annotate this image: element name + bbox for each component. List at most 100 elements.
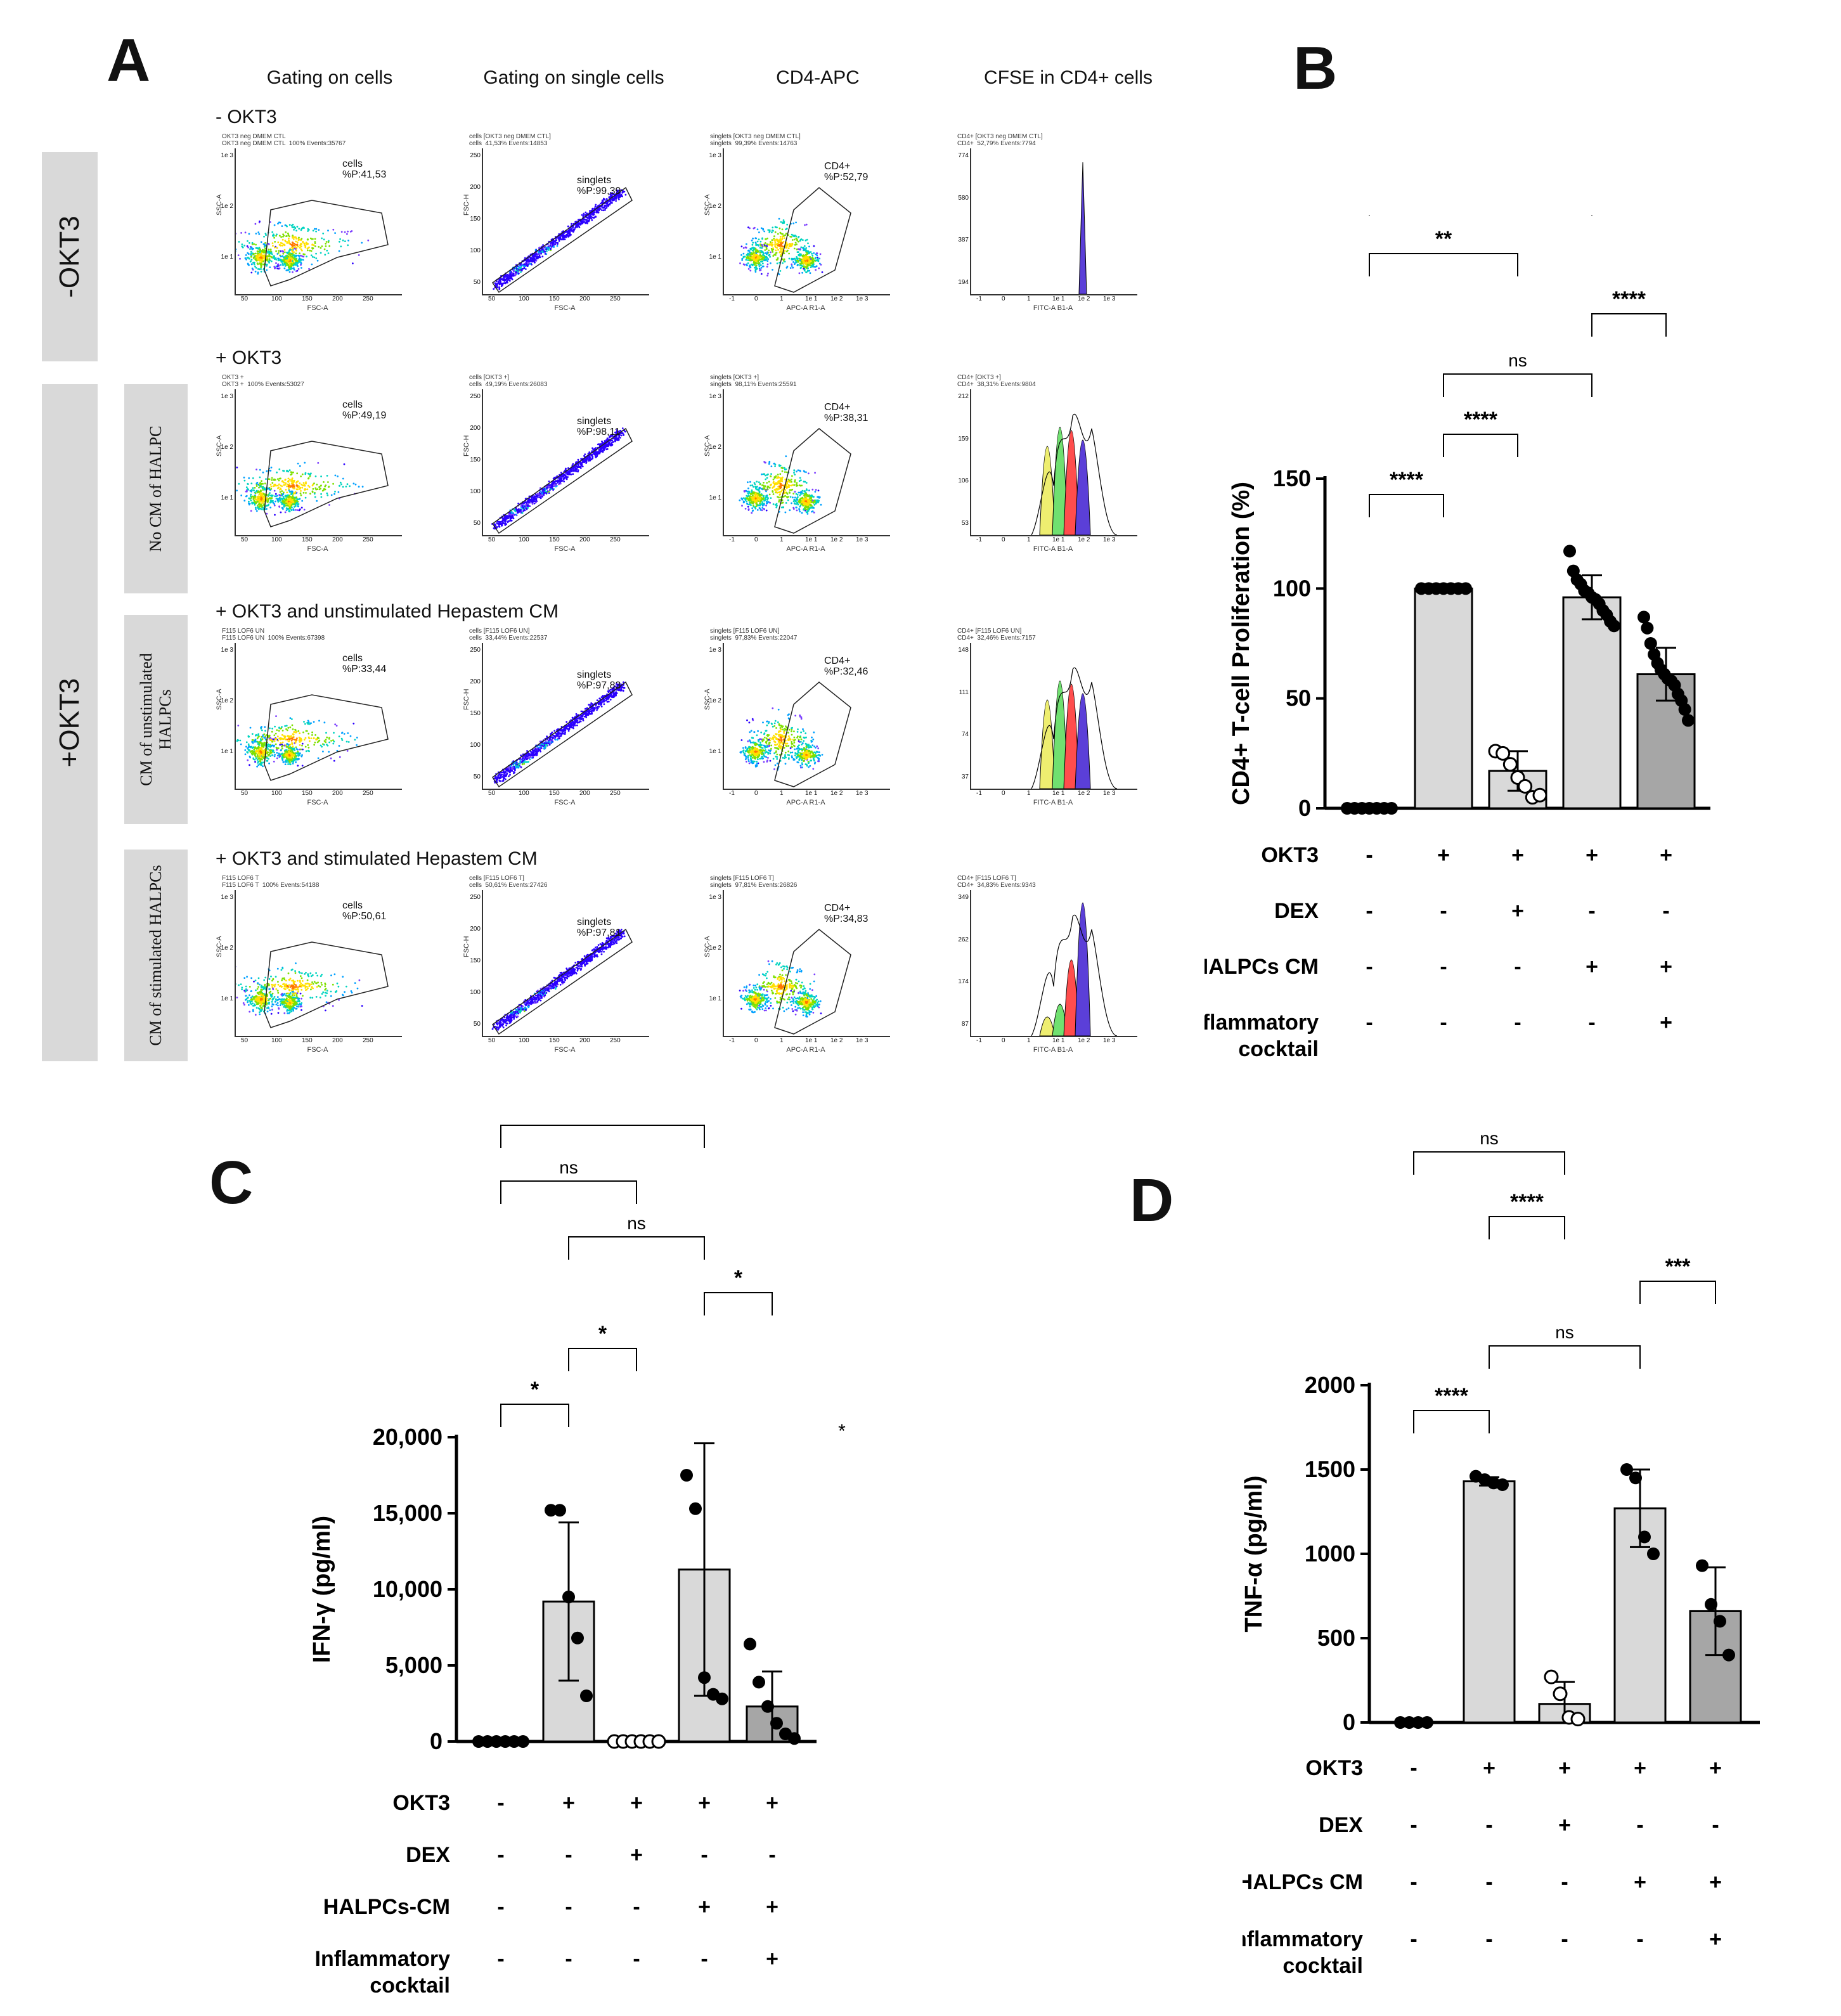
flow-plot-header: CD4+ [OKT3 neg DMEM CTL] CD4+ 52,79% Eve… (957, 133, 1043, 147)
flow-xlabel: FSC-A (307, 545, 328, 553)
condition-value: - (1712, 1813, 1719, 1837)
panel-a-letter: A (107, 27, 151, 94)
data-point (481, 1735, 494, 1748)
flow-xtick: 250 (363, 1037, 373, 1044)
condition-value: + (1586, 955, 1598, 979)
flow-plot-header: F115 LOF6 UN F115 LOF6 UN 100% Events:67… (222, 628, 325, 642)
significance-bracket (568, 1236, 705, 1260)
panel-b-letter: B (1293, 34, 1338, 102)
flow-plot-canvas (236, 441, 389, 527)
flow-plot-header: cells [F115 LOF6 UN] cells 33,44% Events… (469, 628, 548, 642)
flow-ytick: 1e 2 (709, 945, 721, 952)
data-point (753, 1676, 765, 1689)
flow-plot-canvas (1031, 902, 1118, 1037)
flow-ytick: 262 (958, 936, 969, 943)
flow-xtick: 150 (302, 1037, 313, 1044)
flow-ytick: 1e 2 (709, 697, 721, 704)
flow-xtick: 250 (363, 295, 373, 302)
data-point (553, 1504, 566, 1517)
flow-ytick: 200 (470, 678, 481, 685)
flow-plot-axes (235, 389, 402, 536)
flow-plot-axes (970, 643, 1137, 790)
flow-ylabel: SSC-A (216, 936, 223, 957)
flow-ytick: 250 (470, 393, 481, 400)
flow-xtick: 1 (1027, 790, 1031, 797)
gate-label: cells %P:33,44 (342, 653, 387, 675)
condition-label: DEX (1319, 1813, 1363, 1837)
flow-xtick: 150 (302, 295, 313, 302)
flow-xtick: 100 (271, 1037, 282, 1044)
flow-ytick: 200 (470, 184, 481, 191)
condition-value: + (630, 1791, 643, 1815)
data-point (1705, 1598, 1717, 1611)
flow-xtick: 0 (1002, 295, 1005, 302)
condition-value: - (1636, 1813, 1643, 1837)
flow-plot-axes (235, 890, 402, 1037)
flow-plot-canvas (739, 929, 851, 1035)
condition-value: - (768, 1843, 775, 1867)
condition-value: - (565, 1947, 572, 1971)
flow-ytick: 106 (958, 477, 969, 485)
significance-label: **** (1435, 1384, 1469, 1408)
flow-xtick: -1 (729, 295, 735, 302)
data-point (1553, 1686, 1568, 1702)
flow-plot: singlets [OKT3 neg DMEM CTL] singlets 99… (704, 133, 894, 314)
condition-value: + (1660, 955, 1672, 979)
flow-xtick: 50 (488, 295, 496, 302)
significance-bracket (500, 1125, 705, 1148)
flow-plot-header: singlets [OKT3 neg DMEM CTL] singlets 99… (710, 133, 801, 147)
data-point (1403, 1716, 1416, 1729)
column-header-cells: Gating on cells (266, 67, 393, 88)
significance-label: **** (1464, 408, 1498, 432)
significance-bracket (1639, 1281, 1716, 1304)
condition-value: + (1709, 1870, 1722, 1894)
condition-value: - (1662, 899, 1669, 923)
condition-value: - (1366, 955, 1373, 979)
flow-xtick: 50 (488, 536, 496, 543)
flow-xtick: 0 (754, 295, 758, 302)
data-point (580, 1690, 593, 1702)
flow-ytick: 250 (470, 894, 481, 901)
flow-ytick: 100 (470, 989, 481, 996)
y-tick-label: 100 (1273, 575, 1311, 601)
gate-label: singlets %P:99,39 (577, 175, 621, 197)
flow-xtick: 1e 2 (1078, 295, 1090, 302)
data-point (1394, 1716, 1407, 1729)
data-point (1385, 802, 1398, 815)
condition-label: OKT3 (392, 1791, 450, 1815)
condition-value: - (1366, 843, 1373, 867)
bar (1463, 1480, 1516, 1724)
data-point (517, 1735, 529, 1748)
flow-ytick: 150 (470, 456, 481, 463)
significance-label: ns (559, 1158, 578, 1177)
flow-row-title: - OKT3 (216, 107, 277, 127)
flow-xtick: 100 (271, 295, 282, 302)
condition-value: + (1586, 843, 1598, 867)
flow-ylabel: FSC-H (463, 194, 470, 216)
flow-xlabel: FITC-A B1-A (1033, 1046, 1073, 1054)
condition-label: Inflammatory (1205, 1011, 1319, 1035)
data-point (1678, 703, 1691, 716)
significance-bracket (704, 1292, 773, 1315)
data-point (1518, 779, 1533, 794)
flow-xtick: 100 (271, 790, 282, 797)
flow-ytick: 1e 2 (221, 697, 233, 704)
flow-xtick: 50 (488, 1037, 496, 1044)
condition-value: + (1709, 1927, 1722, 1951)
flow-plot-header: cells [OKT3 +] cells 49,19% Events:26083 (469, 374, 548, 388)
flow-xtick: 1e 1 (805, 790, 818, 797)
condition-label: DEX (1274, 899, 1319, 923)
y-axis-label: TNF-α (pg/ml) (1243, 1475, 1267, 1632)
flow-xtick: 100 (519, 295, 529, 302)
gate-label: singlets %P:97,81 (577, 917, 621, 938)
flow-plot-header: singlets [F115 LOF6 UN] singlets 97,83% … (710, 628, 798, 642)
flow-xtick: 1e 3 (856, 1037, 869, 1044)
significance-label: * (598, 1322, 607, 1346)
flow-xlabel: FITC-A B1-A (1033, 545, 1073, 553)
condition-value: - (1485, 1927, 1492, 1951)
y-tick-label: 150 (1273, 465, 1311, 491)
data-point (1563, 545, 1576, 558)
significance-bracket (500, 1404, 569, 1427)
flow-plot-header: CD4+ [F115 LOF6 UN] CD4+ 32,46% Events:7… (957, 628, 1036, 642)
gate-label: cells %P:49,19 (342, 399, 387, 421)
